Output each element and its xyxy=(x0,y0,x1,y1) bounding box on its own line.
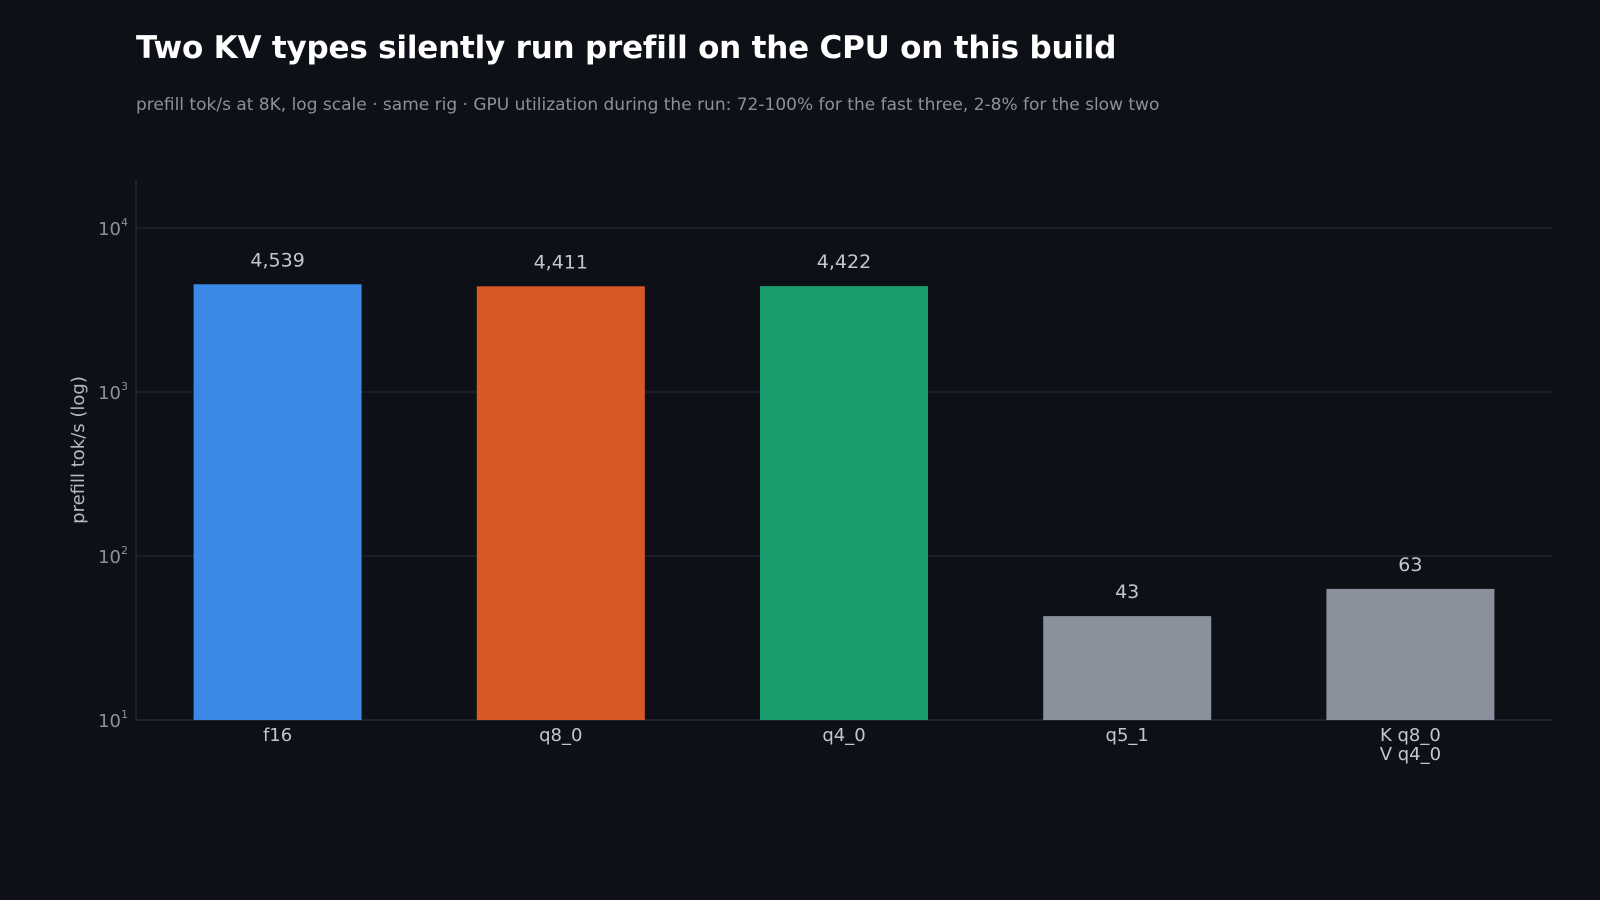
x-tick-label: q8_0 xyxy=(539,725,582,746)
y-tick-label: 103 xyxy=(98,380,128,404)
y-tick-label: 102 xyxy=(98,544,128,568)
bars xyxy=(193,284,1495,720)
x-tick-label: q5_1 xyxy=(1106,725,1149,746)
y-axis-label: prefill tok/s (log) xyxy=(68,376,89,524)
value-label: 63 xyxy=(1398,554,1422,576)
value-label: 4,539 xyxy=(250,249,304,271)
labels: 4,539 f16 4,411 q8_0 4,422 q4_0 43 q5_1 63 K q8_0… xyxy=(250,249,1441,765)
value-label: 4,422 xyxy=(817,251,871,273)
value-label: 4,411 xyxy=(534,251,588,273)
y-tick-label: 104 xyxy=(98,216,128,240)
y-tick-label: 101 xyxy=(98,708,128,732)
chart-title: Two KV types silently run prefill on the… xyxy=(136,30,1117,66)
axes: 101 102 103 104 prefill tok/s (log) xyxy=(68,180,1552,732)
x-tick-label: q4_0 xyxy=(822,725,865,746)
x-tick-label: f16 xyxy=(263,725,292,746)
chart-subtitle: prefill tok/s at 8K, log scale · same ri… xyxy=(136,95,1160,115)
x-tick-label: K q8_0 V q4_0 xyxy=(1380,725,1441,765)
bar xyxy=(193,284,362,720)
bar xyxy=(1043,616,1212,720)
bar xyxy=(476,286,645,720)
value-label: 43 xyxy=(1115,581,1139,603)
bar xyxy=(1326,588,1495,720)
bar xyxy=(760,286,928,720)
